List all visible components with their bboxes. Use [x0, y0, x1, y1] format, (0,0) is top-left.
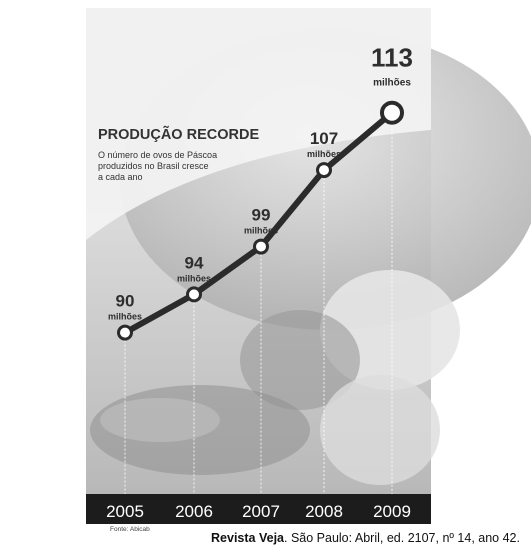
caption-details: . São Paulo: Abril, ed. 2107, nº 14, ano…: [284, 531, 520, 545]
data-label-2006: 94: [185, 253, 204, 272]
data-point-2006: [186, 286, 202, 303]
chart-title: PRODUÇÃO RECORDE: [98, 125, 259, 143]
data-point-2005: [117, 324, 133, 341]
source-note: Fonte: Abicab: [110, 526, 150, 533]
data-unit-label-2007: milhões: [244, 226, 278, 236]
x-tick-label-2008: 2008: [305, 502, 343, 521]
data-point-2007: [253, 238, 269, 255]
x-tick-label-2007: 2007: [242, 502, 280, 521]
x-tick-label-2005: 2005: [106, 502, 144, 521]
figure-caption: Revista Veja. São Paulo: Abril, ed. 2107…: [0, 531, 520, 545]
caption-source-title: Revista Veja: [211, 531, 284, 545]
data-unit-label-2005: milhões: [108, 312, 142, 322]
data-unit-label-2006: milhões: [177, 273, 211, 283]
data-label-2008: 107: [310, 129, 338, 148]
x-tick-label-2006: 2006: [175, 502, 213, 521]
chart-subtitle-line-2: produzidos no Brasil cresce: [98, 161, 209, 171]
data-labels: 90milhões94milhões99milhões107milhões113…: [108, 43, 413, 322]
data-label-2005: 90: [116, 292, 135, 311]
data-label-2007: 99: [252, 206, 271, 225]
data-label-2009: 113: [371, 43, 413, 73]
data-unit-label-2009: milhões: [373, 78, 411, 89]
gridlines: [124, 112, 393, 494]
background-photo: [86, 8, 531, 494]
x-tick-labels: 2005 2006 2007 2008 2009: [106, 502, 411, 521]
series-markers: [117, 100, 404, 341]
data-unit-label-2008: milhões: [307, 149, 341, 159]
x-tick-label-2009: 2009: [373, 502, 411, 521]
data-point-2009: [380, 100, 404, 125]
chart-subtitle-line-3: a cada ano: [98, 172, 143, 182]
data-point-2008: [316, 162, 332, 179]
x-axis-band: [86, 494, 431, 524]
chart-subtitle-line-1: O número de ovos de Páscoa: [98, 150, 217, 160]
